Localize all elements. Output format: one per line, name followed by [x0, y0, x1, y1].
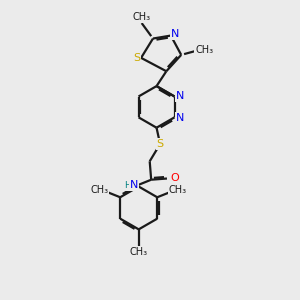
- Text: S: S: [133, 53, 140, 63]
- Text: H: H: [124, 182, 131, 190]
- Text: N: N: [130, 180, 138, 190]
- Text: CH₃: CH₃: [132, 12, 150, 22]
- Text: N: N: [176, 91, 184, 101]
- Text: CH₃: CH₃: [169, 185, 187, 195]
- Text: CH₃: CH₃: [130, 247, 148, 256]
- Text: N: N: [170, 29, 179, 39]
- Text: S: S: [157, 139, 164, 149]
- Text: N: N: [176, 113, 184, 123]
- Text: O: O: [170, 173, 179, 183]
- Text: CH₃: CH₃: [90, 185, 108, 195]
- Text: CH₃: CH₃: [195, 45, 213, 56]
